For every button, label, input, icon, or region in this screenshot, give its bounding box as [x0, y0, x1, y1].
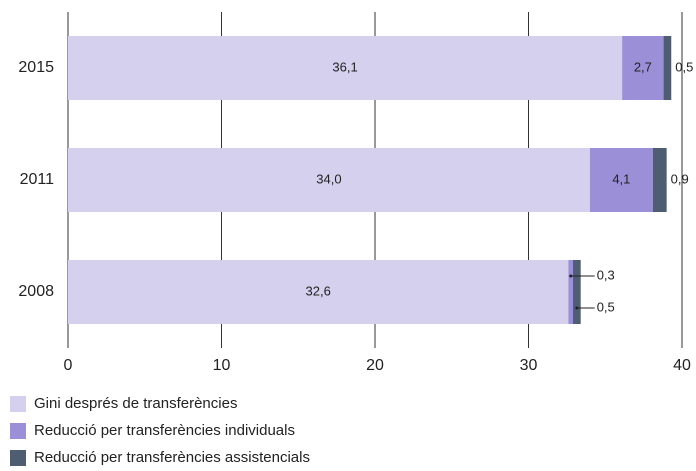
legend-label: Reducció per transferències assistencial…	[34, 449, 310, 466]
legend-label: Reducció per transferències individuals	[34, 422, 295, 439]
x-tick-label: 10	[213, 357, 231, 374]
data-label: 32,6	[306, 283, 331, 298]
data-label: 36,1	[332, 59, 357, 74]
leader-dot	[569, 274, 573, 278]
bar-segment	[622, 36, 664, 100]
leader-dot	[575, 306, 579, 310]
data-label: 0,3	[597, 267, 615, 282]
y-tick-label: 2015	[18, 59, 54, 76]
bar-segment	[652, 148, 667, 212]
data-label: 0,5	[597, 299, 615, 314]
legend-swatch	[10, 450, 26, 466]
bar-segment	[663, 36, 672, 100]
bar-segment	[568, 260, 574, 324]
bar-segment	[589, 148, 653, 212]
data-label: 2,7	[634, 59, 652, 74]
legend-label: Gini després de transferències	[34, 395, 237, 412]
bar-segment	[573, 260, 581, 324]
legend-swatch	[10, 423, 26, 439]
x-tick-label: 20	[366, 357, 384, 374]
x-tick-label: 40	[673, 357, 691, 374]
x-tick-label: 0	[64, 357, 73, 374]
bar-segment	[68, 260, 569, 324]
bar-segment	[68, 148, 590, 212]
y-tick-label: 2008	[18, 283, 54, 300]
data-label: 34,0	[316, 171, 341, 186]
data-label: 0,9	[671, 171, 689, 186]
legend-swatch	[10, 396, 26, 412]
x-tick-label: 30	[520, 357, 538, 374]
data-label: 0,5	[675, 59, 693, 74]
y-tick-label: 2011	[20, 171, 55, 188]
bar-segment	[68, 36, 623, 100]
data-label: 4,1	[612, 171, 630, 186]
